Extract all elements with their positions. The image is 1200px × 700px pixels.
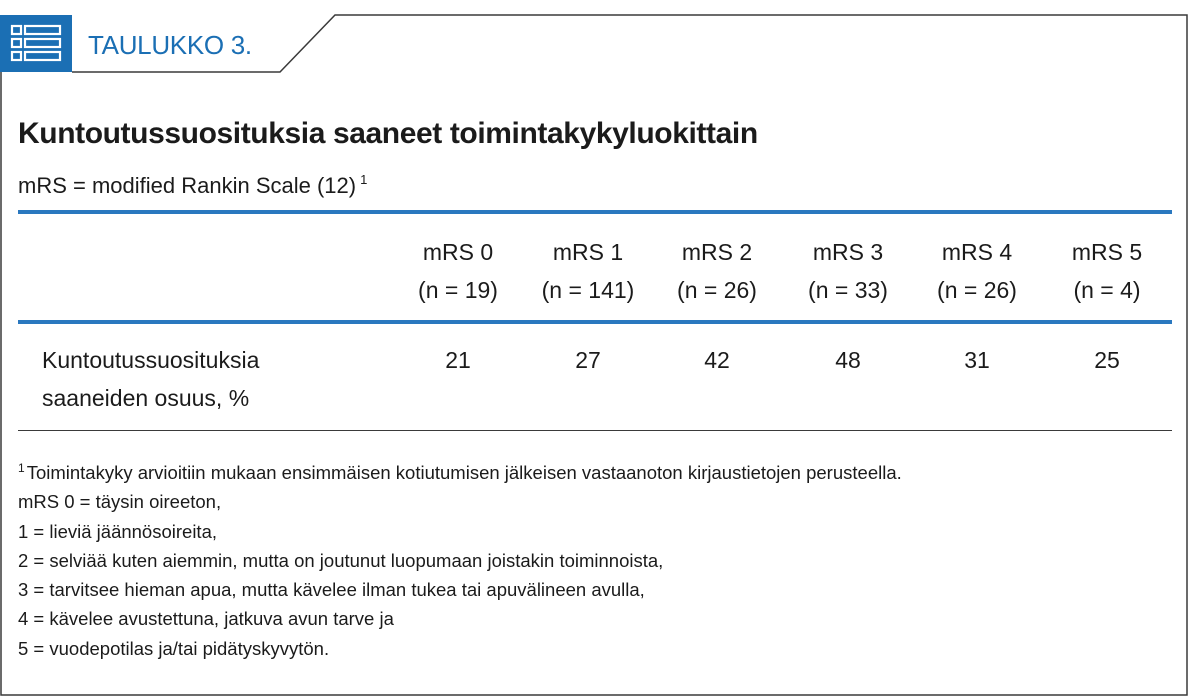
column-header-n: (n = 33) [808,277,888,303]
column-header-n: (n = 26) [677,277,757,303]
footnote-line: 5 = vuodepotilas ja/tai pidätyskyvytön. [18,637,330,659]
subtitle-text: mRS = modified Rankin Scale (12) [18,173,357,198]
table-cell: 25 [1094,347,1120,373]
table-bottom-rule [18,430,1172,431]
header-top-rule [18,210,1172,214]
table-title: Kuntoutussuosituksia saaneet toimintakyk… [18,117,758,150]
table-subtitle: mRS = modified Rankin Scale (12) 1 [18,168,367,204]
footnote-line: 1 = lieviä jäännösoireita, [18,520,218,542]
row-label-line: saaneiden osuus, % [42,385,250,411]
table-label: TAULUKKO 3. [88,30,252,60]
table-cell: 27 [575,347,601,373]
column-header-label: mRS 3 [812,239,884,265]
table-icon [0,15,72,72]
column-header-n: (n = 141) [541,277,635,303]
table-cell: 48 [835,347,861,373]
footnote-line: 3 = tarvitsee hieman apua, mutta kävelee… [18,579,645,601]
table-cell: 42 [704,347,730,373]
table-cell: 31 [964,347,990,373]
footnote-marker: 1 [18,461,25,475]
column-header-label: mRS 2 [681,239,753,265]
column-header-n: (n = 26) [937,277,1017,303]
header-bottom-rule [18,320,1172,324]
column-header-n: (n = 19) [418,277,498,303]
footnote-line: mRS 0 = täysin oireeton, [18,491,222,513]
footnote-line: 4 = kävelee avustettuna, jatkuva avun ta… [18,608,394,630]
row-label-line: Kuntoutussuosituksia [42,347,260,373]
column-header-label: mRS 4 [941,239,1013,265]
column-header-n: (n = 4) [1073,277,1141,303]
footnote-line: 2 = selviää kuten aiemmin, mutta on jout… [18,549,664,571]
footnote-ref: 1 [360,172,368,187]
column-header-label: mRS 0 [422,239,494,265]
footnote-line: 1 Toimintakyky arvioitiin mukaan ensimmäi… [18,458,902,487]
column-header-label: mRS 1 [552,239,624,265]
footnote-text: Toimintakyky arvioitiin mukaan ensimmäis… [26,462,902,483]
table-cell: 21 [445,347,471,373]
column-header-label: mRS 5 [1071,239,1143,265]
footnotes: 1 Toimintakyky arvioitiin mukaan ensimmäi… [18,458,902,663]
